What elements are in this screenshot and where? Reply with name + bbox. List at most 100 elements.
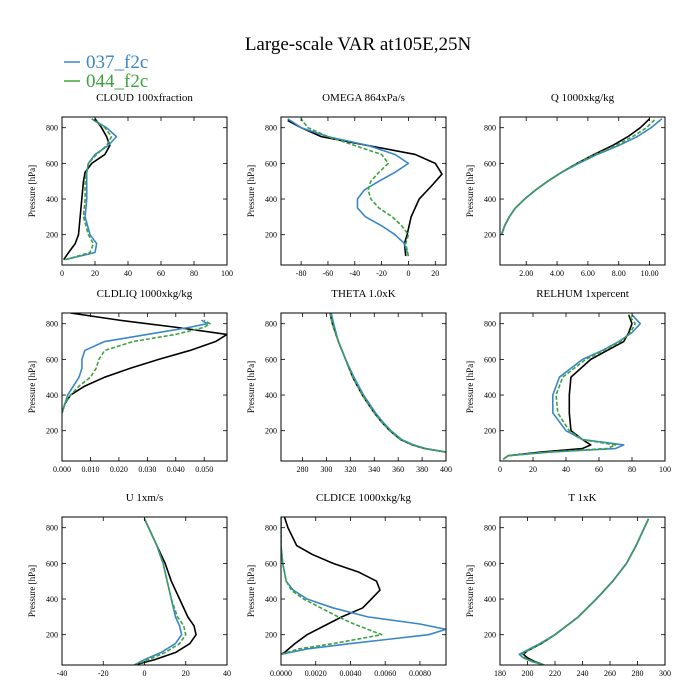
chart-panel: RELHUM 1xpercent Pressure [hPa] 0 20 40 60 80 1…	[465, 288, 671, 474]
series-line-037-f2c	[500, 118, 663, 235]
series-line-reference	[329, 313, 446, 453]
y-tick-label: 400	[265, 391, 277, 400]
x-tick-label: 40	[562, 465, 570, 474]
x-tick-label: 0.000	[53, 465, 71, 474]
y-axis-label: Pressure [hPa]	[27, 565, 37, 617]
x-tick-label: 80	[628, 465, 636, 474]
x-tick-label: 0	[406, 269, 410, 278]
plot-frame	[499, 312, 666, 462]
y-tick-label: 800	[265, 124, 277, 133]
x-tick-label: 8.00	[612, 269, 626, 278]
y-tick-label: 600	[484, 159, 496, 168]
plot-frame	[499, 116, 666, 266]
y-tick-label: 400	[46, 195, 58, 204]
series-line-reference	[287, 119, 443, 257]
y-tick-label: 800	[265, 524, 277, 533]
x-tick-label: 0.040	[167, 465, 185, 474]
y-tick-label: 200	[46, 427, 58, 436]
x-tick-label: 0.050	[195, 465, 213, 474]
x-tick-label: 0	[143, 669, 147, 678]
series-line-037-f2c	[281, 517, 446, 656]
chart-panel: CLDICE 1000xkg/kg Pressure [hPa] 0.0000 0.0…	[246, 492, 447, 678]
plot-frame	[280, 116, 447, 266]
y-tick-label: 600	[265, 159, 277, 168]
plot-frame	[61, 516, 228, 666]
series-line-reference	[502, 314, 633, 460]
x-tick-label: 20	[182, 669, 190, 678]
series-line-037-f2c	[330, 313, 446, 453]
x-tick-label: 0.0000	[270, 669, 292, 678]
y-axis-label: Pressure [hPa]	[465, 165, 475, 217]
series-line-044-f2c	[521, 518, 650, 665]
plot-frame	[61, 116, 228, 266]
panel-title: Q 1000xkg/kg	[551, 92, 615, 104]
x-tick-label: -40	[349, 269, 360, 278]
x-tick-label: -40	[57, 669, 68, 678]
panel-title: OMEGA 864xPa/s	[322, 92, 405, 104]
x-tick-label: 340	[368, 465, 380, 474]
x-tick-label: 100	[221, 269, 233, 278]
series-line-037-f2c	[518, 518, 650, 665]
x-tick-label: 380	[416, 465, 428, 474]
x-tick-label: 0	[60, 269, 64, 278]
x-tick-label: 360	[392, 465, 404, 474]
y-axis-label: Pressure [hPa]	[246, 165, 256, 217]
panel-title: T 1xK	[568, 492, 596, 504]
x-tick-label: 280	[297, 465, 309, 474]
chart-panel: CLDLIQ 1000xkg/kg Pressure [hPa] 0.000 0.01…	[27, 288, 228, 474]
x-tick-label: -20	[98, 669, 109, 678]
y-tick-label: 200	[46, 631, 58, 640]
plot-frame	[61, 312, 228, 462]
x-tick-label: 100	[659, 465, 671, 474]
x-tick-label: 20	[91, 269, 99, 278]
x-tick-label: 40	[223, 669, 231, 678]
series-line-044-f2c	[502, 314, 637, 460]
x-tick-label: -60	[323, 269, 334, 278]
y-tick-label: 800	[46, 524, 58, 533]
x-tick-label: 80	[190, 269, 198, 278]
x-tick-label: 40	[124, 269, 132, 278]
x-tick-label: 10.00	[641, 269, 659, 278]
x-tick-label: 240	[577, 669, 589, 678]
legend-label: 044_f2c	[86, 71, 148, 92]
series-line-044-f2c	[300, 118, 410, 257]
y-axis-label: Pressure [hPa]	[246, 361, 256, 413]
x-tick-label: 400	[440, 465, 452, 474]
y-tick-label: 400	[46, 391, 58, 400]
x-tick-label: 260	[604, 669, 616, 678]
series-line-044-f2c	[329, 313, 446, 453]
y-axis-label: Pressure [hPa]	[246, 565, 256, 617]
y-tick-label: 200	[484, 631, 496, 640]
y-axis-label: Pressure [hPa]	[27, 165, 37, 217]
y-tick-label: 800	[265, 320, 277, 329]
series-line-044-f2c	[62, 319, 211, 414]
legend-label: 037_f2c	[86, 52, 148, 73]
y-tick-label: 200	[265, 631, 277, 640]
chart-panel: OMEGA 864xPa/s Pressure [hPa] -80 -60 -40 -20…	[246, 92, 447, 278]
y-axis-label: Pressure [hPa]	[465, 361, 475, 413]
panel-title: RELHUM 1xpercent	[536, 288, 629, 300]
y-axis-label: Pressure [hPa]	[27, 361, 37, 413]
x-tick-label: 200	[522, 669, 534, 678]
x-tick-label: 300	[659, 669, 671, 678]
plot-frame	[280, 312, 447, 462]
y-tick-label: 400	[46, 595, 58, 604]
panel-title: THETA 1.0xK	[331, 288, 396, 300]
x-tick-label: -80	[296, 269, 307, 278]
series-line-037-f2c	[62, 319, 208, 414]
series-line-044-f2c	[133, 518, 187, 665]
x-tick-label: 300	[320, 465, 332, 474]
y-tick-label: 600	[46, 355, 58, 364]
panel-title: U 1xm/s	[126, 492, 164, 504]
y-tick-label: 200	[484, 427, 496, 436]
x-tick-label: 0.0060	[374, 669, 396, 678]
series-line-037-f2c	[502, 314, 642, 460]
series-line-044-f2c	[65, 118, 113, 261]
y-tick-label: 600	[265, 559, 277, 568]
y-tick-label: 600	[265, 355, 277, 364]
panel-title: CLDLIQ 1000xkg/kg	[97, 288, 193, 300]
x-tick-label: 0.0080	[409, 669, 431, 678]
chart-grid: CLOUD 100xfraction Pressure [hPa] 0 20 40 60 8…	[27, 92, 671, 678]
x-tick-label: 0.0020	[305, 669, 327, 678]
